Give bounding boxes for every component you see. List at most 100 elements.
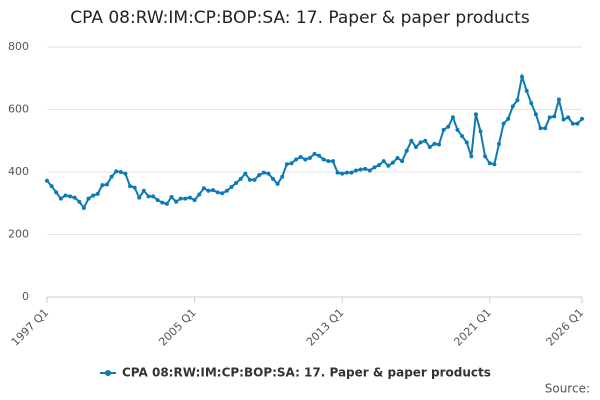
point [404, 148, 409, 153]
point [552, 114, 557, 119]
point [372, 165, 377, 170]
point [58, 196, 63, 201]
point [469, 154, 474, 159]
point [473, 112, 478, 117]
point [243, 171, 248, 176]
point [340, 171, 345, 176]
point [54, 190, 59, 195]
point [238, 176, 243, 181]
series-line [46, 72, 583, 210]
point [164, 201, 169, 206]
point [423, 138, 428, 143]
x-tick-label: 2021 Q1 [451, 306, 494, 349]
point [390, 160, 395, 165]
point [298, 155, 303, 159]
point [312, 151, 317, 156]
point [234, 180, 239, 185]
point [257, 173, 262, 178]
point [45, 178, 49, 183]
point [81, 205, 86, 210]
point [141, 188, 146, 193]
point [510, 104, 515, 109]
point [377, 163, 382, 168]
point [151, 194, 156, 199]
point [413, 145, 418, 149]
point [450, 115, 455, 120]
point [354, 168, 359, 173]
point [418, 140, 423, 145]
point [432, 141, 437, 146]
legend-marker [105, 370, 111, 376]
point [160, 200, 165, 205]
point [294, 157, 299, 162]
point [289, 161, 294, 166]
point [529, 101, 534, 106]
point [381, 159, 386, 164]
point [178, 196, 183, 201]
point [515, 98, 520, 103]
point [77, 199, 82, 204]
point [326, 159, 331, 164]
point [275, 181, 280, 186]
point [566, 115, 571, 120]
point [104, 182, 109, 187]
point [201, 186, 206, 191]
point [409, 138, 414, 143]
point [215, 190, 220, 195]
point [487, 161, 492, 166]
point [580, 116, 584, 121]
point [533, 112, 538, 117]
point [137, 195, 142, 200]
point [492, 162, 497, 167]
point [501, 121, 506, 126]
point [192, 198, 197, 203]
point [483, 154, 488, 159]
point [266, 171, 271, 176]
x-tick-label: 1997 Q1 [9, 306, 52, 349]
legend-label: CPA 08:RW:IM:CP:BOP:SA: 17. Paper & pape… [122, 366, 491, 380]
point [335, 170, 340, 175]
point [307, 155, 312, 160]
point [344, 170, 349, 175]
point [570, 121, 575, 126]
point [446, 124, 451, 129]
y-tick-label: 800 [8, 40, 29, 53]
point [224, 188, 229, 193]
point [520, 74, 525, 79]
point [478, 129, 483, 134]
point [284, 162, 289, 167]
point [91, 193, 96, 198]
point [395, 155, 400, 160]
point [400, 159, 405, 164]
point [211, 188, 216, 193]
y-tick-label: 600 [8, 103, 29, 116]
point [437, 142, 442, 147]
point [455, 127, 460, 132]
point [197, 192, 202, 197]
y-tick-label: 0 [22, 290, 29, 303]
point [547, 115, 552, 120]
point [128, 184, 133, 189]
point [261, 170, 266, 175]
point [538, 126, 543, 131]
x-tick-label: 2005 Q1 [156, 306, 199, 349]
point [367, 168, 372, 173]
point [169, 195, 174, 199]
point [100, 183, 105, 188]
point [543, 126, 548, 131]
point [118, 170, 123, 174]
point [524, 88, 529, 93]
point [575, 121, 580, 126]
point [95, 191, 100, 196]
point [68, 194, 73, 199]
point [72, 195, 77, 200]
point [109, 174, 114, 179]
point [63, 193, 68, 198]
point [252, 177, 257, 182]
x-tick-label: 2013 Q1 [304, 306, 347, 349]
point [146, 194, 151, 199]
point [561, 117, 566, 122]
point [330, 159, 335, 164]
y-tick-label: 200 [8, 228, 29, 241]
point [303, 157, 308, 162]
